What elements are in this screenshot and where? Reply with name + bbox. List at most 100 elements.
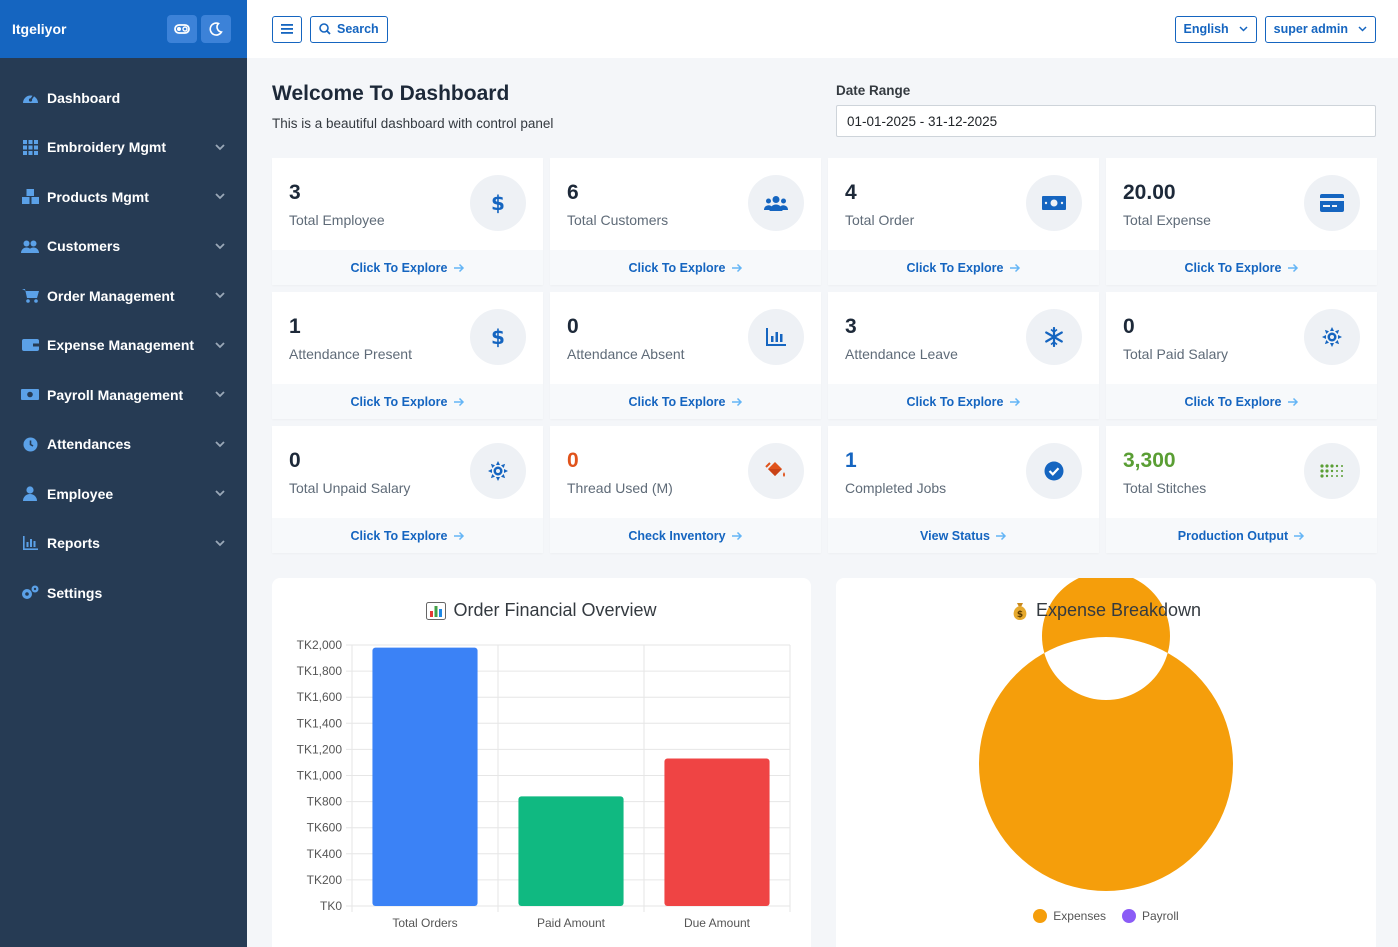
card-explore-link[interactable]: Click To Explore: [272, 384, 543, 419]
card-value: 4: [845, 181, 857, 204]
chart-title-text: Order Financial Overview: [453, 600, 657, 620]
dollar-icon: $: [470, 175, 526, 231]
card-explore-link[interactable]: Click To Explore: [550, 250, 821, 285]
language-label: English: [1183, 22, 1229, 36]
y-tick-label: TK1,200: [297, 742, 343, 756]
bar-chart: TK0 TK200 TK400 TK600 TK800 TK1,000 TK1,200 TK1…: [297, 638, 791, 930]
user-dropdown[interactable]: super admin: [1264, 15, 1376, 43]
arrow-right-icon: [731, 531, 742, 540]
card-body: 20.00 Total Expense: [1106, 158, 1377, 250]
search-button[interactable]: Search: [310, 15, 388, 43]
sidebar-item-reports[interactable]: Reports: [0, 519, 247, 569]
card-link-label: Click To Explore: [1184, 260, 1282, 275]
stat-card-attendance-leave: 3 Attendance Leave Click To Explore: [828, 292, 1099, 419]
card-value: 0: [1123, 315, 1135, 338]
card-link-label: Production Output: [1177, 528, 1289, 543]
stat-card-total-unpaid-salary: 0 Total Unpaid Salary Click To Explore: [272, 426, 543, 553]
date-range-input[interactable]: [836, 105, 1376, 137]
sidebar-item-expense[interactable]: Expense Management: [0, 321, 247, 371]
legend-item-expenses[interactable]: Expenses: [1033, 909, 1106, 923]
sidebar-item-orders[interactable]: Order Management: [0, 271, 247, 321]
card-explore-link[interactable]: Click To Explore: [1106, 250, 1377, 285]
card-link-label: Click To Explore: [906, 394, 1004, 409]
card-value: 1: [289, 315, 301, 338]
chevron-down-icon: [215, 538, 225, 548]
check-circle-icon: [1026, 443, 1082, 499]
card-link-label: Click To Explore: [628, 260, 726, 275]
sidebar-item-label: Employee: [47, 485, 114, 502]
sidebar-item-label: Expense Management: [47, 337, 195, 354]
production-output-link[interactable]: Production Output: [1106, 518, 1377, 553]
stat-card-total-paid-salary: 0 Total Paid Salary Click To Explore: [1106, 292, 1377, 419]
bar[interactable]: [518, 796, 624, 906]
bar-chart-icon: [748, 309, 804, 365]
card-body: 3,300 Total Stitches: [1106, 426, 1377, 518]
sidebar-item-label: Reports: [47, 535, 100, 552]
sidebar-item-label: Embroidery Mgmt: [47, 139, 167, 156]
sidebar-item-products[interactable]: Products Mgmt: [0, 172, 247, 222]
money-icon: [21, 386, 39, 404]
sidebar-item-attendances[interactable]: Attendances: [0, 420, 247, 470]
sidebar-item-customers[interactable]: Customers: [0, 222, 247, 272]
bar[interactable]: [664, 758, 770, 906]
bar-chart-icon: [21, 534, 39, 552]
chevron-down-icon: [215, 439, 225, 449]
main-content: Welcome To Dashboard This is a beautiful…: [272, 58, 1377, 947]
money-bag-emoji-icon: $: [1013, 602, 1027, 620]
brand-name[interactable]: Itgeliyor: [12, 21, 67, 37]
card-label: Attendance Leave: [845, 346, 958, 362]
sidebar-brand: Itgeliyor: [0, 0, 247, 58]
bar[interactable]: [372, 647, 478, 906]
sidebar-toggle-button[interactable]: [167, 15, 197, 43]
sidebar-item-label: Payroll Management: [47, 386, 184, 403]
chart-title: Order Financial Overview: [272, 600, 811, 621]
card-label: Thread Used (M): [567, 480, 673, 496]
chevron-down-icon: [215, 142, 225, 152]
card-label: Total Customers: [567, 212, 669, 228]
card-explore-link[interactable]: Click To Explore: [1106, 384, 1377, 419]
x-tick-label: Due Amount: [684, 916, 751, 930]
card-value: 3: [845, 315, 857, 338]
paint-bucket-icon: [748, 443, 804, 499]
sidebar-item-settings[interactable]: Settings: [0, 568, 247, 618]
hamburger-icon: [281, 24, 293, 34]
order-financial-chart-card: Order Financial Overview TK0 TK200 TK400 TK…: [272, 578, 811, 947]
sidebar-item-employee[interactable]: Employee: [0, 469, 247, 519]
card-explore-link[interactable]: Click To Explore: [550, 384, 821, 419]
card-label: Total Stitches: [1123, 480, 1207, 496]
card-explore-link[interactable]: Click To Explore: [272, 518, 543, 553]
search-label: Search: [337, 22, 379, 36]
check-inventory-link[interactable]: Check Inventory: [550, 518, 821, 553]
card-explore-link[interactable]: Click To Explore: [272, 250, 543, 285]
theme-toggle-button[interactable]: [201, 15, 231, 43]
view-status-link[interactable]: View Status: [828, 518, 1099, 553]
sidebar-item-dashboard[interactable]: Dashboard: [0, 73, 247, 123]
language-dropdown[interactable]: English: [1174, 15, 1257, 43]
sidebar-item-embroidery[interactable]: Embroidery Mgmt: [0, 123, 247, 173]
chevron-down-icon: [1358, 26, 1367, 32]
user-icon: [21, 485, 39, 503]
dots-icon: [1304, 443, 1360, 499]
card-explore-link[interactable]: Click To Explore: [828, 384, 1099, 419]
arrow-right-icon: [995, 531, 1007, 540]
menu-button[interactable]: [272, 15, 302, 43]
y-tick-label: TK1,600: [297, 690, 343, 704]
card-explore-link[interactable]: Click To Explore: [828, 250, 1099, 285]
y-tick-label: TK200: [307, 873, 343, 887]
charts-row: Order Financial Overview TK0 TK200 TK400 TK…: [272, 572, 1376, 947]
sidebar-nav: Dashboard Embroidery Mgmt Products Mgmt …: [0, 58, 247, 618]
sidebar-item-payroll[interactable]: Payroll Management: [0, 370, 247, 420]
chevron-down-icon: [215, 489, 225, 499]
users-icon: [748, 175, 804, 231]
credit-card-icon: [1304, 175, 1360, 231]
stat-card-completed-jobs: 1 Completed Jobs View Status: [828, 426, 1099, 553]
page-subtitle: This is a beautiful dashboard with contr…: [272, 116, 554, 131]
arrow-right-icon: [1009, 397, 1020, 406]
legend-item-payroll[interactable]: Payroll: [1122, 909, 1179, 923]
donut-slice[interactable]: [978, 572, 1233, 891]
date-range-label: Date Range: [836, 83, 911, 98]
svg-text:$: $: [491, 192, 505, 214]
card-value: 3,300: [1123, 449, 1176, 472]
sidebar: Itgeliyor Dashboard Embroidery Mgmt Prod…: [0, 0, 247, 947]
y-tick-label: TK400: [307, 847, 343, 861]
